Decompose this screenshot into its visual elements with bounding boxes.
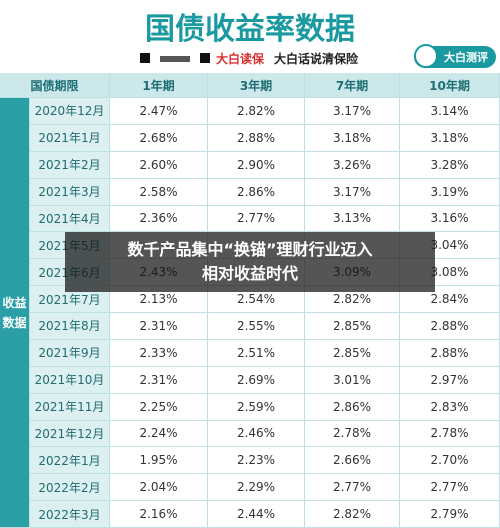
value-cell: 2.23% xyxy=(208,447,305,475)
value-cell: 2.16% xyxy=(110,501,208,528)
value-cell: 2.31% xyxy=(110,313,208,340)
value-cell: 3.13% xyxy=(305,205,400,233)
value-cell: 2.88% xyxy=(400,339,500,367)
value-cell: 2.97% xyxy=(400,366,500,394)
banner-line: 相对收益时代 xyxy=(201,264,298,283)
value-cell: 2.82% xyxy=(305,286,400,313)
value-cell: 3.14% xyxy=(400,98,500,125)
value-cell: 2.79% xyxy=(400,501,500,528)
value-cell: 2.88% xyxy=(400,313,500,340)
value-cell: 2.86% xyxy=(305,393,400,421)
row-label: 2021年1月 xyxy=(30,124,110,152)
brand: 大白读保 xyxy=(216,52,265,66)
row-label: 2020年12月 xyxy=(30,98,110,125)
value-cell: 2.86% xyxy=(208,178,305,206)
value-cell: 2.47% xyxy=(110,98,208,125)
value-cell: 2.58% xyxy=(110,178,208,206)
value-cell: 3.18% xyxy=(305,124,400,152)
value-cell: 2.90% xyxy=(208,151,305,179)
value-cell: 3.16% xyxy=(400,205,500,233)
value-cell: 3.17% xyxy=(305,178,400,206)
column-header: 7年期 xyxy=(305,73,400,98)
value-cell: 3.01% xyxy=(305,366,400,394)
value-cell: 2.82% xyxy=(208,98,305,125)
value-cell: 2.85% xyxy=(305,339,400,367)
value-cell: 2.66% xyxy=(305,447,400,475)
value-cell: 2.77% xyxy=(400,474,500,502)
value-cell: 2.54% xyxy=(208,286,305,313)
banner-line: 数千产品集中“换锚”理财行业迈入 xyxy=(127,240,373,259)
redacted xyxy=(200,53,210,63)
value-cell: 1.95% xyxy=(110,447,208,475)
row-label: 2021年11月 xyxy=(30,393,110,421)
value-cell: 2.69% xyxy=(208,366,305,394)
row-label: 2021年9月 xyxy=(30,339,110,367)
value-cell: 2.60% xyxy=(110,151,208,179)
table: 国债期限 1年期 3年期 7年期 10年期 收益数据 2020年12月 2.47% 2.82% 3… xyxy=(0,73,500,528)
value-cell: 2.55% xyxy=(208,313,305,340)
banner: 数千产品集中“换锚”理财行业迈入 相对收益时代 xyxy=(65,232,435,292)
column-header: 3年期 xyxy=(208,73,305,98)
value-cell: 2.68% xyxy=(110,124,208,152)
value-cell: 2.31% xyxy=(110,366,208,394)
redacted xyxy=(160,56,190,62)
column-header: 国债期限 xyxy=(0,73,110,98)
column-header: 10年期 xyxy=(400,73,500,98)
row-label: 2022年1月 xyxy=(30,447,110,475)
row-label: 2021年3月 xyxy=(30,178,110,206)
value-cell: 2.13% xyxy=(110,286,208,313)
value-cell: 2.29% xyxy=(208,474,305,502)
value-cell: 3.19% xyxy=(400,178,500,206)
value-cell: 2.85% xyxy=(305,313,400,340)
value-cell: 3.28% xyxy=(400,151,500,179)
row-label: 2021年2月 xyxy=(30,151,110,179)
value-cell: 2.33% xyxy=(110,339,208,367)
value-cell: 2.77% xyxy=(305,474,400,502)
value-cell: 2.70% xyxy=(400,447,500,475)
value-cell: 2.77% xyxy=(208,205,305,233)
row-label: 2021年4月 xyxy=(30,205,110,233)
redacted xyxy=(140,53,150,63)
value-cell: 3.17% xyxy=(305,98,400,125)
value-cell: 2.04% xyxy=(110,474,208,502)
value-cell: 2.36% xyxy=(110,205,208,233)
value-cell: 2.59% xyxy=(208,393,305,421)
value-cell: 2.25% xyxy=(110,393,208,421)
value-cell: 2.46% xyxy=(208,420,305,448)
value-cell: 3.18% xyxy=(400,124,500,152)
row-label: 2021年10月 xyxy=(30,366,110,394)
column-header: 1年期 xyxy=(110,73,208,98)
row-label: 2022年2月 xyxy=(30,474,110,502)
value-cell: 2.44% xyxy=(208,501,305,528)
value-cell: 2.82% xyxy=(305,501,400,528)
slogan: 大白话说清保险 xyxy=(274,52,359,66)
value-cell: 2.78% xyxy=(400,420,500,448)
value-cell: 2.24% xyxy=(110,420,208,448)
row-label: 2021年12月 xyxy=(30,420,110,448)
logo-icon xyxy=(414,44,438,68)
value-cell: 2.78% xyxy=(305,420,400,448)
title: 国债收益率数据 xyxy=(145,12,355,47)
value-cell: 3.26% xyxy=(305,151,400,179)
row-group: 收益数据 xyxy=(0,98,30,528)
row-label: 2021年8月 xyxy=(30,313,110,340)
value-cell: 2.88% xyxy=(208,124,305,152)
value-cell: 2.51% xyxy=(208,339,305,367)
row-label: 2022年3月 xyxy=(30,501,110,528)
value-cell: 2.83% xyxy=(400,393,500,421)
